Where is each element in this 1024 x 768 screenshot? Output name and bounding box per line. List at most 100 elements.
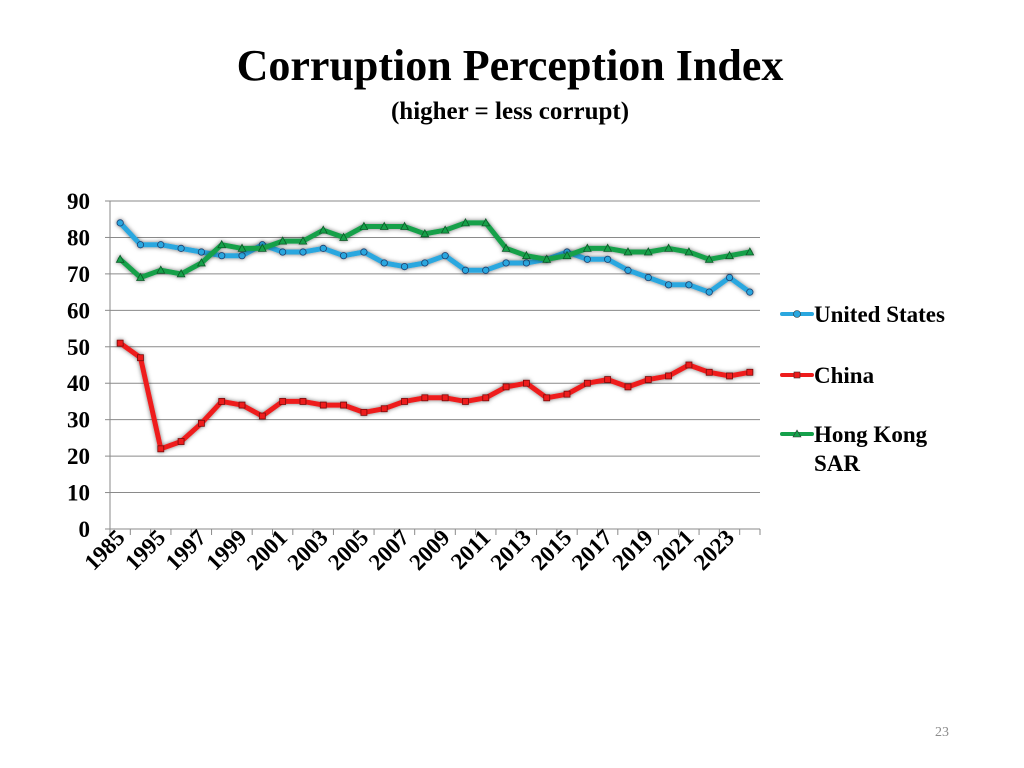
data-point (604, 376, 612, 383)
data-point (319, 244, 327, 252)
data-point (685, 281, 693, 289)
data-point (624, 383, 632, 391)
data-point (359, 221, 369, 230)
x-tick-label: 2003 (283, 525, 333, 575)
data-point (705, 368, 713, 376)
legend-marker (792, 429, 802, 438)
data-point (746, 368, 754, 376)
x-tick-label: 2021 (648, 525, 698, 575)
data-point (684, 247, 694, 256)
data-point (440, 225, 450, 234)
data-point (441, 252, 449, 260)
legend-item-china[interactable]: China (780, 361, 964, 390)
data-point (177, 244, 185, 252)
legend-marker (793, 371, 801, 379)
data-point (523, 379, 530, 387)
data-point (197, 248, 206, 256)
y-tick-label: 20 (67, 444, 90, 469)
legend-item-hong-kong[interactable]: Hong Kong SAR (780, 420, 964, 478)
data-point (157, 241, 165, 249)
data-point (237, 243, 247, 252)
data-point (421, 259, 429, 267)
data-point (462, 398, 469, 405)
x-tick-label: 1997 (161, 525, 211, 575)
x-tick-label: 2019 (608, 525, 658, 575)
data-point (198, 419, 205, 427)
data-point (360, 248, 368, 256)
data-point (157, 445, 165, 453)
data-point (665, 372, 672, 380)
data-point (318, 225, 328, 234)
legend-swatch-china (780, 361, 814, 385)
data-point (583, 255, 591, 263)
x-tick-label: 1995 (120, 525, 170, 575)
data-point (299, 398, 307, 405)
data-point (279, 398, 287, 405)
data-point (135, 272, 145, 281)
x-tick-label: 2017 (567, 525, 617, 575)
legend-item-united-states[interactable]: United States (780, 300, 964, 329)
series-group (115, 218, 755, 453)
slide-subtitle: (higher = less corrupt) (390, 98, 630, 125)
x-tick-label: 1999 (201, 525, 251, 575)
x-tick-label: 2023 (689, 525, 739, 575)
data-point (542, 254, 552, 263)
data-point (380, 405, 388, 413)
data-point (218, 398, 226, 405)
data-point (521, 250, 531, 260)
y-tick-label: 80 (67, 225, 90, 250)
data-point (420, 228, 430, 238)
data-point (725, 273, 734, 282)
data-point (339, 232, 349, 241)
data-point (115, 254, 125, 263)
data-point (400, 221, 410, 230)
data-point (746, 288, 754, 296)
y-tick-label: 30 (67, 408, 90, 433)
data-point (644, 273, 652, 282)
data-point (136, 241, 145, 249)
x-tick-label: 2009 (404, 525, 454, 575)
y-tick-label: 50 (67, 335, 90, 360)
legend-swatch-united-states (780, 300, 814, 324)
page-number: 23 (935, 725, 949, 740)
data-point (176, 269, 186, 278)
x-tick-label: 2013 (486, 525, 536, 575)
data-point (319, 401, 327, 409)
data-point (725, 250, 735, 260)
data-point (481, 218, 491, 227)
legend-label: Hong Kong SAR (814, 422, 928, 476)
data-point (461, 266, 470, 274)
legend-swatch-hong-kong (780, 420, 814, 444)
data-point (685, 361, 693, 369)
data-point (257, 243, 267, 252)
data-point (482, 266, 490, 274)
gridlines (110, 200, 760, 494)
data-point (603, 243, 613, 252)
data-point (726, 372, 733, 380)
data-point (401, 398, 408, 405)
legend-label: United States (814, 302, 945, 327)
data-point (664, 243, 674, 252)
data-point (238, 401, 246, 409)
series-line-hong-kong-sar (117, 220, 753, 280)
data-point (360, 408, 368, 416)
data-point (400, 262, 409, 271)
y-tick-label: 10 (67, 481, 90, 506)
data-point (137, 354, 144, 362)
data-point (379, 221, 389, 230)
data-point (582, 243, 592, 252)
series-hong-kong-sar (115, 218, 755, 281)
data-point (279, 248, 287, 256)
series-line-china (117, 340, 753, 452)
x-tick-label: 2005 (323, 525, 373, 575)
data-point (460, 218, 470, 227)
data-point (664, 281, 673, 289)
data-point (238, 252, 246, 260)
data-point (441, 394, 449, 402)
data-point (583, 379, 591, 387)
series-china (116, 339, 754, 453)
data-point (623, 247, 633, 256)
data-point (218, 252, 226, 260)
legend-marker (793, 310, 801, 318)
data-point (258, 412, 266, 420)
